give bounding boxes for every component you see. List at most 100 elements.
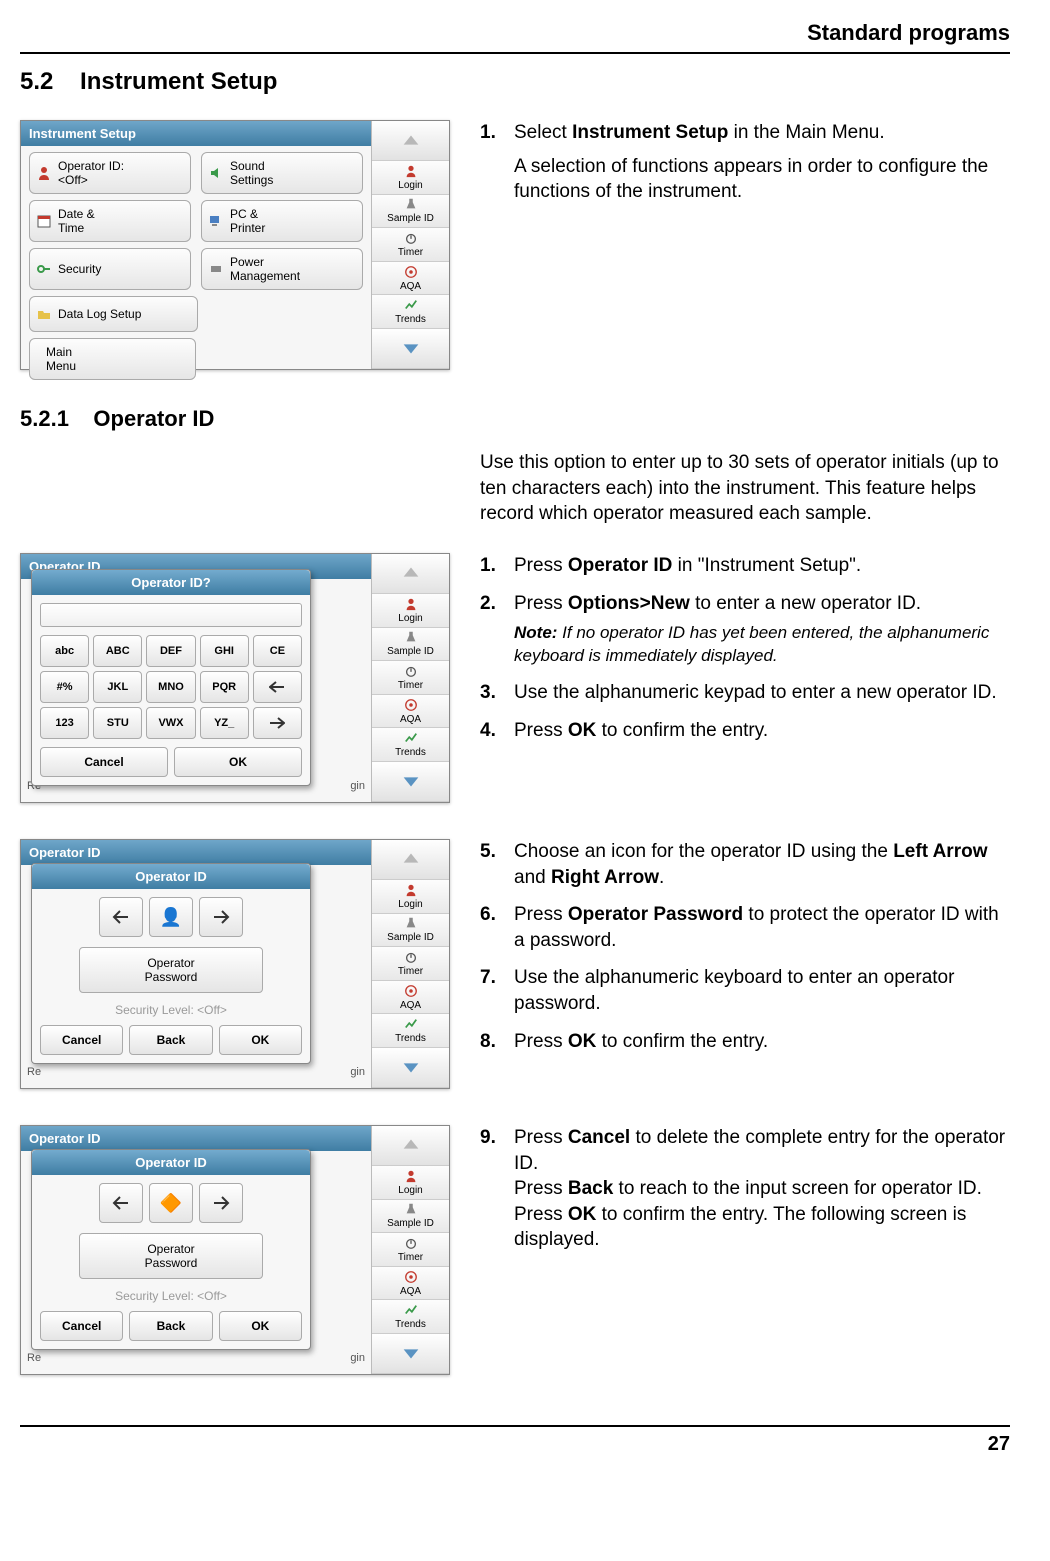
step-text: in the Main Menu. <box>728 122 884 143</box>
right-arrow-button[interactable] <box>199 897 243 937</box>
ok-button[interactable]: OK <box>219 1311 302 1341</box>
keyboard-key[interactable]: abc <box>40 635 89 667</box>
dialog-title: Operator ID? <box>32 570 310 595</box>
keyboard-key[interactable]: VWX <box>146 707 195 739</box>
subsection-name: Operator ID <box>93 406 214 431</box>
step-text: Press <box>514 1204 568 1225</box>
step-1b: Press Operator ID in "Instrument Setup". <box>480 553 1010 579</box>
cancel-button[interactable]: Cancel <box>40 1025 123 1055</box>
keyboard-key[interactable]: ABC <box>93 635 142 667</box>
step-bold: OK <box>568 1204 597 1225</box>
steps-list-4: Press Cancel to delete the complete entr… <box>480 1125 1010 1253</box>
page-number: 27 <box>20 1425 1010 1456</box>
operator-icon-display: 🔶 <box>149 1183 193 1223</box>
main-menu-label: Main Menu <box>46 345 76 373</box>
main-menu-button[interactable]: Main Menu <box>29 338 196 380</box>
step-6: Press Operator Password to protect the o… <box>480 902 1010 953</box>
step-text: Select <box>514 122 572 143</box>
back-button[interactable]: Back <box>129 1311 212 1341</box>
note-body: If no operator ID has yet been entered, … <box>514 623 989 665</box>
person-icon <box>36 165 52 181</box>
left-arrow-button[interactable] <box>99 1183 143 1223</box>
cancel-button[interactable]: Cancel <box>40 1311 123 1341</box>
pc-printer-button[interactable]: PC & Printer <box>201 200 363 242</box>
step-9: Press Cancel to delete the complete entr… <box>480 1125 1010 1253</box>
step-bold: Options>New <box>568 593 690 614</box>
key-icon <box>36 261 52 277</box>
ok-button[interactable]: OK <box>219 1025 302 1055</box>
step-text: Press <box>514 593 568 614</box>
scroll-up-button[interactable] <box>372 121 449 161</box>
operator-password-button[interactable]: Operator Password <box>79 1233 262 1279</box>
timer-side-button[interactable]: Timer <box>372 228 449 262</box>
security-button[interactable]: Security <box>29 248 191 290</box>
step-text: Choose an icon for the operator ID using… <box>514 841 893 862</box>
date-time-label: Date & Time <box>58 207 95 235</box>
trends-side-button[interactable]: Trends <box>372 295 449 329</box>
power-mgmt-button[interactable]: Power Management <box>201 248 363 290</box>
step-8: Press OK to confirm the entry. <box>480 1029 1010 1055</box>
date-time-button[interactable]: Date & Time <box>29 200 191 242</box>
step-text: . <box>659 867 664 888</box>
operator-id-input[interactable] <box>40 603 302 627</box>
keyboard-key[interactable]: DEF <box>146 635 195 667</box>
step-4b: Press OK to confirm the entry. <box>480 718 1010 744</box>
keyboard-key[interactable]: STU <box>93 707 142 739</box>
chapter-header: Standard programs <box>20 20 1010 54</box>
keyboard-key[interactable]: PQR <box>200 671 249 703</box>
sound-icon <box>208 165 224 181</box>
person-icon <box>404 164 418 178</box>
sample-id-side-button[interactable]: Sample ID <box>372 195 449 229</box>
sound-label: Sound Settings <box>230 159 273 187</box>
step-3b: Use the alphanumeric keypad to enter a n… <box>480 680 1010 706</box>
cancel-button[interactable]: Cancel <box>40 747 168 777</box>
login-side-button[interactable]: Login <box>372 161 449 195</box>
timer-label: Timer <box>398 247 423 258</box>
scroll-down-button[interactable] <box>372 329 449 369</box>
keyboard-key[interactable]: #% <box>40 671 89 703</box>
keyboard-key[interactable] <box>253 707 302 739</box>
keyboard-key[interactable]: 123 <box>40 707 89 739</box>
keyboard-key[interactable] <box>253 671 302 703</box>
trends-icon <box>404 298 418 312</box>
back-button[interactable]: Back <box>129 1025 212 1055</box>
note-label: Note: <box>514 623 557 642</box>
folder-icon <box>36 306 52 322</box>
dialog-title: Operator ID <box>32 864 310 889</box>
intro-paragraph: Use this option to enter up to 30 sets o… <box>480 450 1010 527</box>
trends-label: Trends <box>395 314 426 325</box>
login-label: Login <box>398 180 422 191</box>
keyboard-grid: abcABCDEFGHICE #%JKLMNOPQR 123STUVWXYZ_ <box>40 635 302 739</box>
left-arrow-button[interactable] <box>99 897 143 937</box>
step-bold: Back <box>568 1178 613 1199</box>
aqa-label: AQA <box>400 281 421 292</box>
step-text: Press <box>514 720 568 741</box>
sound-settings-button[interactable]: Sound Settings <box>201 152 363 194</box>
step-1: Select Instrument Setup in the Main Menu… <box>480 120 1010 205</box>
ok-button[interactable]: OK <box>174 747 302 777</box>
device-sidebar: Login Sample ID Timer AQA Trends <box>371 121 449 369</box>
keyboard-key[interactable]: GHI <box>200 635 249 667</box>
keyboard-key[interactable]: CE <box>253 635 302 667</box>
security-level-text: Security Level: <Off> <box>40 1289 302 1303</box>
data-log-button[interactable]: Data Log Setup <box>29 296 198 332</box>
calendar-icon <box>36 213 52 229</box>
keyboard-key[interactable]: JKL <box>93 671 142 703</box>
right-arrow-button[interactable] <box>199 1183 243 1223</box>
step-text: to confirm the entry. <box>596 720 768 741</box>
step-text: Press <box>514 904 568 925</box>
aqa-side-button[interactable]: AQA <box>372 262 449 296</box>
steps-list-1: Select Instrument Setup in the Main Menu… <box>480 120 1010 205</box>
step-text: Press <box>514 1127 568 1148</box>
note-text: Note: If no operator ID has yet been ent… <box>514 622 1010 668</box>
sample-label: Sample ID <box>387 213 434 224</box>
operator-id-button[interactable]: Operator ID: <Off> <box>29 152 191 194</box>
step-text: in "Instrument Setup". <box>672 555 861 576</box>
keyboard-key[interactable]: YZ_ <box>200 707 249 739</box>
step-text: to enter a new operator ID. <box>690 593 921 614</box>
step-bold: OK <box>568 720 597 741</box>
operator-password-button[interactable]: Operator Password <box>79 947 262 993</box>
pc-printer-label: PC & Printer <box>230 207 265 235</box>
keyboard-key[interactable]: MNO <box>146 671 195 703</box>
target-icon <box>404 265 418 279</box>
